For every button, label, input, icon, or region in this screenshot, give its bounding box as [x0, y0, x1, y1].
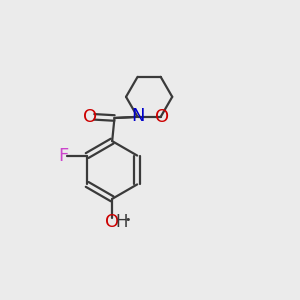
Text: O: O — [105, 213, 119, 231]
Text: •: • — [124, 215, 130, 225]
Text: N: N — [131, 107, 144, 125]
Text: H: H — [116, 213, 128, 231]
Text: O: O — [83, 108, 97, 126]
Text: F: F — [58, 146, 68, 164]
Text: O: O — [155, 108, 169, 126]
